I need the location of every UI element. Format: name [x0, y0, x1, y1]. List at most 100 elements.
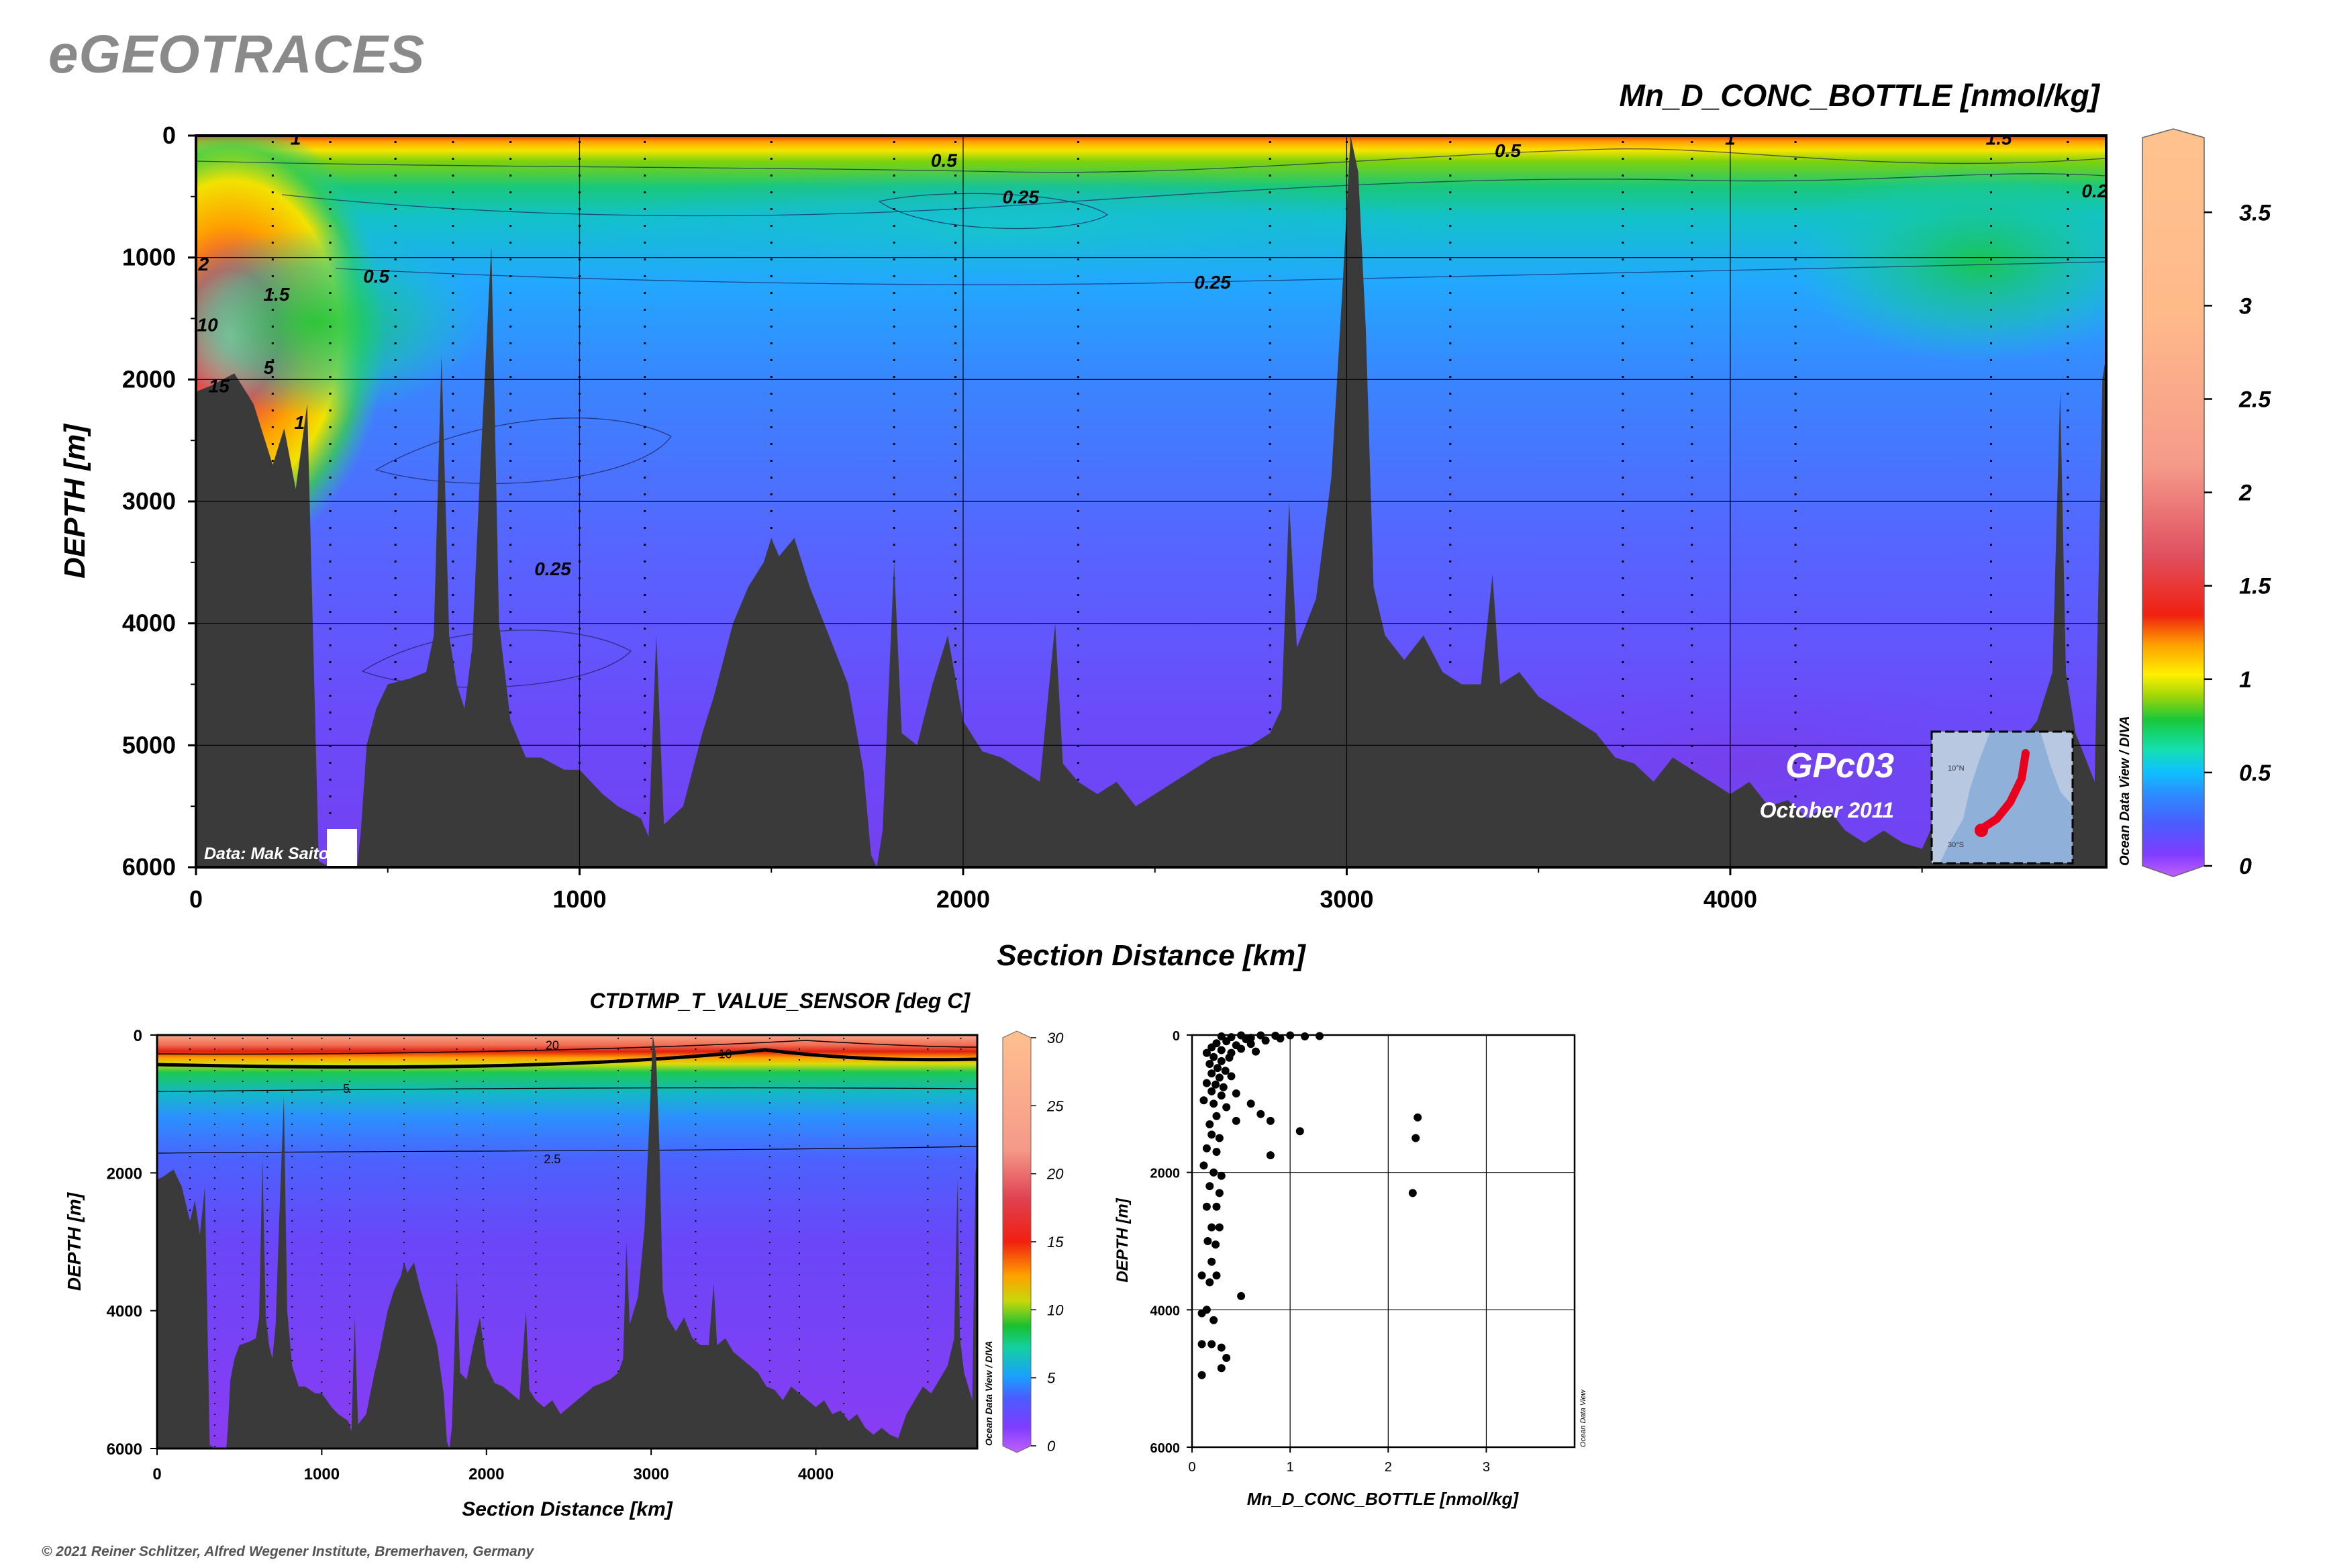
temp-x-tick-label: 0 — [152, 1465, 161, 1483]
scatter-points — [1197, 1031, 1422, 1379]
scatter-point-56 — [1215, 1189, 1224, 1197]
main-x-tick-label: 2000 — [936, 885, 990, 913]
scatter-point-48 — [1215, 1134, 1224, 1142]
scatter-point-31 — [1202, 1079, 1211, 1087]
main-white-notch — [327, 829, 357, 867]
scatter-x-tick-label: 3 — [1483, 1460, 1490, 1475]
scatter-point-71 — [1197, 1340, 1206, 1349]
temp-contour-label: 10 — [719, 1048, 732, 1061]
temp-bathymetry — [157, 1035, 977, 1449]
scatter-plot: 0 1 2 3 0 2000 4000 6000 Mn_D_CONC_BOTTLE [nmol… — [1113, 1029, 1587, 1509]
scatter-point-23 — [1217, 1057, 1226, 1065]
temp-20-line — [157, 1040, 977, 1055]
scatter-point-20 — [1252, 1047, 1260, 1056]
scatter-point-42 — [1212, 1112, 1221, 1120]
temp-x-label: Section Distance [km] — [462, 1498, 673, 1520]
temp-colorbar-ticks: 0 5 10 15 20 25 30 — [1031, 1030, 1064, 1455]
scatter-x-tick-label: 1 — [1287, 1460, 1294, 1475]
main-axes: 0 1000 2000 3000 4000 0 1000 2000 3000 4000 5000 60… — [122, 121, 1923, 913]
main-x-tick-label: 4000 — [1703, 885, 1757, 913]
main-y-label: DEPTH [m] — [58, 424, 91, 579]
main-colorbar-tick-label: 1 — [2239, 667, 2252, 693]
main-x-tick-label: 3000 — [1320, 885, 1373, 913]
main-contour-label: 15 — [209, 375, 230, 396]
main-contour-label: 0.25 — [534, 558, 571, 579]
scatter-point-50 — [1212, 1148, 1221, 1156]
scatter-frame — [1191, 1034, 1576, 1449]
main-y-tick-label: 1000 — [122, 244, 176, 271]
main-contour-line-1 — [281, 173, 2106, 217]
scatter-y-label: DEPTH [m] — [1113, 1197, 1132, 1282]
scatter-point-37 — [1199, 1096, 1208, 1105]
scatter-point-22 — [1209, 1052, 1218, 1061]
scatter-software-credit: Ocean Data View — [1579, 1389, 1587, 1447]
main-colorbar-tick-label: 0.5 — [2239, 761, 2271, 786]
scatter-point-27 — [1221, 1067, 1230, 1075]
main-colorbar-tick-label: 3.5 — [2239, 200, 2271, 226]
scatter-point-79 — [1408, 1189, 1417, 1197]
temp-5-line — [157, 1087, 977, 1092]
scatter-point-65 — [1205, 1278, 1214, 1287]
cruise-label: GPc03 — [1785, 746, 1894, 785]
scatter-point-38 — [1209, 1099, 1218, 1108]
main-y-tick-label: 3000 — [122, 487, 176, 515]
main-contour-label: 1 — [291, 128, 301, 149]
temp-contour-label: 20 — [546, 1038, 559, 1052]
main-contour-label: 0.2 — [2081, 181, 2108, 201]
inset-track — [1977, 749, 2030, 833]
scatter-point-9 — [1242, 1035, 1250, 1044]
scatter-point-19 — [1237, 1044, 1246, 1053]
scatter-point-1 — [1256, 1031, 1265, 1040]
scatter-y-tick-label: 4000 — [1150, 1304, 1181, 1318]
main-green-blob-east — [1792, 161, 2106, 362]
scatter-point-34 — [1207, 1087, 1216, 1095]
main-colorbar-tick-label: 2 — [2238, 481, 2252, 506]
scatter-point-69 — [1197, 1309, 1206, 1318]
scatter-point-47 — [1207, 1130, 1216, 1139]
temp-2.5-line — [157, 1146, 977, 1154]
data-credit: Data: Mak Saito — [204, 844, 329, 863]
scatter-point-43 — [1232, 1116, 1240, 1125]
inset-lat-bottom: 30°S — [1948, 841, 1964, 849]
scatter-point-53 — [1209, 1168, 1218, 1177]
temp-y-tick-label: 6000 — [107, 1440, 142, 1459]
scatter-point-64 — [1197, 1271, 1206, 1280]
temp-x-tick-label: 1000 — [304, 1465, 340, 1483]
temp-x-tick-label: 2000 — [468, 1465, 504, 1483]
main-colorbar: 0 0.5 1 1.5 2 2.5 3 3.5 — [2142, 128, 2271, 879]
scatter-point-61 — [1203, 1237, 1212, 1245]
scatter-point-76 — [1197, 1371, 1206, 1379]
main-contour-line-0 — [196, 148, 2106, 173]
inset-lat-top: 10°N — [1948, 765, 1965, 773]
main-grid — [196, 136, 2106, 867]
scatter-point-78 — [1412, 1134, 1420, 1142]
scatter-point-12 — [1222, 1037, 1231, 1046]
scatter-point-60 — [1215, 1223, 1224, 1232]
scatter-point-59 — [1207, 1223, 1216, 1232]
temp-x-tick-label: 3000 — [633, 1465, 669, 1483]
scatter-point-45 — [1266, 1116, 1275, 1125]
scatter-x-tick-label: 0 — [1188, 1460, 1195, 1475]
temp-y-label: DEPTH [m] — [64, 1191, 85, 1291]
main-colorbar-tick-label: 2.5 — [2238, 387, 2271, 412]
scatter-point-40 — [1246, 1099, 1255, 1108]
main-contour-line-2 — [878, 193, 1109, 230]
inset-africa — [2040, 732, 2073, 805]
scatter-y-tick-label: 6000 — [1150, 1441, 1181, 1456]
main-colorbar-tick-label: 1.5 — [2239, 574, 2271, 599]
temp-contour-labels: 20 10 5 2.5 — [343, 1038, 732, 1165]
scatter-point-3 — [1286, 1031, 1295, 1040]
temp-colorbar-tick-label: 15 — [1047, 1234, 1064, 1251]
scatter-point-74 — [1222, 1354, 1231, 1362]
scatter-point-15 — [1246, 1040, 1255, 1048]
main-x-label: Section Distance [km] — [997, 939, 1306, 972]
main-contour-label: 0.5 — [1495, 140, 1521, 161]
scatter-point-8 — [1217, 1032, 1226, 1040]
scatter-point-72 — [1207, 1340, 1216, 1349]
inset-land — [1932, 732, 1990, 863]
scatter-point-66 — [1212, 1271, 1221, 1280]
copyright: © 2021 Reiner Schlitzer, Alfred Wegener … — [42, 1544, 535, 1559]
scatter-point-55 — [1205, 1182, 1214, 1191]
temp-colorbar-tick-label: 0 — [1047, 1438, 1056, 1455]
